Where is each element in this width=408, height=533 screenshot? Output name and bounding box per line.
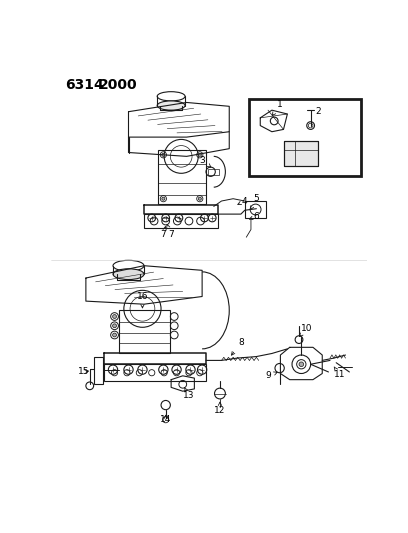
Circle shape: [113, 324, 117, 328]
Bar: [144, 214, 217, 228]
Circle shape: [113, 333, 117, 337]
Bar: [158, 150, 206, 204]
Circle shape: [299, 362, 304, 367]
Text: 11: 11: [334, 367, 345, 379]
Text: 7: 7: [160, 227, 166, 239]
Text: 1: 1: [273, 100, 282, 116]
Text: 5: 5: [251, 194, 259, 209]
Circle shape: [198, 154, 202, 156]
Bar: [284, 141, 318, 166]
Bar: [93, 357, 103, 384]
Bar: [245, 201, 266, 218]
Text: 4: 4: [238, 197, 248, 206]
Text: 14: 14: [160, 415, 171, 424]
Ellipse shape: [113, 269, 144, 280]
Bar: [104, 364, 206, 381]
Ellipse shape: [157, 101, 185, 110]
Text: 15: 15: [78, 367, 89, 376]
Bar: [284, 141, 318, 166]
Text: 2: 2: [315, 107, 321, 116]
Text: 6: 6: [249, 212, 259, 221]
Text: 8: 8: [231, 338, 244, 355]
Bar: [208, 168, 219, 175]
Text: 6314: 6314: [65, 78, 104, 92]
Text: 7: 7: [167, 224, 174, 239]
Text: 12: 12: [214, 402, 226, 415]
Text: 13: 13: [183, 387, 195, 400]
Circle shape: [113, 314, 117, 318]
Text: 9: 9: [265, 372, 277, 381]
Text: 2000: 2000: [99, 78, 137, 92]
Text: 16: 16: [137, 292, 148, 308]
Circle shape: [198, 197, 202, 200]
Circle shape: [162, 197, 165, 200]
Bar: [119, 310, 170, 353]
Bar: [248, 99, 361, 175]
Text: 10: 10: [299, 324, 313, 337]
Text: 3: 3: [199, 156, 211, 167]
Circle shape: [162, 154, 165, 156]
